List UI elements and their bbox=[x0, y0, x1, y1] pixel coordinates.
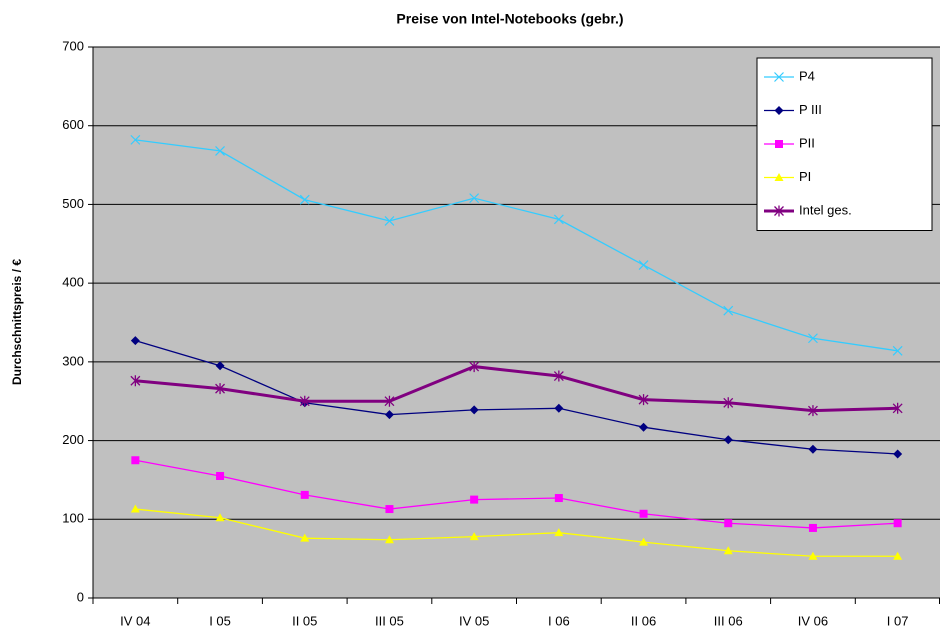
y-tick-label: 0 bbox=[77, 589, 84, 604]
x-tick-label: I 05 bbox=[209, 613, 231, 628]
legend-label: PI bbox=[799, 169, 811, 184]
legend-label: P III bbox=[799, 102, 822, 117]
x-tick-label: IV 05 bbox=[459, 613, 489, 628]
marker bbox=[553, 370, 564, 382]
marker bbox=[554, 494, 563, 503]
marker bbox=[774, 173, 784, 181]
marker bbox=[470, 495, 479, 504]
chart-title: Preise von Intel-Notebooks (gebr.) bbox=[396, 11, 623, 27]
marker bbox=[638, 394, 649, 406]
marker bbox=[892, 345, 903, 356]
y-tick-label: 700 bbox=[62, 38, 84, 53]
marker bbox=[215, 361, 225, 371]
marker bbox=[893, 551, 903, 560]
marker bbox=[639, 422, 649, 432]
marker bbox=[723, 546, 733, 555]
marker bbox=[384, 410, 394, 420]
marker bbox=[723, 397, 734, 409]
x-tick-label: I 06 bbox=[548, 613, 570, 628]
marker bbox=[893, 519, 902, 528]
marker bbox=[638, 260, 649, 270]
marker bbox=[215, 145, 225, 156]
legend-label: P4 bbox=[799, 68, 815, 83]
y-tick-label: 100 bbox=[62, 511, 84, 526]
marker bbox=[130, 336, 140, 346]
marker bbox=[774, 205, 784, 217]
marker bbox=[131, 456, 140, 465]
marker bbox=[385, 505, 394, 514]
marker bbox=[639, 509, 648, 518]
marker bbox=[639, 537, 649, 546]
series-line bbox=[135, 459, 898, 529]
marker bbox=[300, 490, 309, 499]
marker bbox=[384, 535, 394, 544]
marker bbox=[808, 333, 818, 344]
marker bbox=[775, 140, 783, 148]
y-tick-label: 600 bbox=[62, 117, 84, 132]
marker bbox=[893, 449, 903, 459]
marker bbox=[384, 216, 395, 226]
marker bbox=[808, 444, 818, 454]
marker bbox=[130, 134, 141, 145]
marker bbox=[774, 72, 784, 82]
series-line bbox=[135, 139, 898, 352]
series-line bbox=[135, 508, 898, 557]
x-tick-label: III 05 bbox=[375, 613, 404, 628]
x-tick-label: II 05 bbox=[292, 613, 317, 628]
marker bbox=[723, 435, 733, 445]
y-axis-label: Durchschnittspreis / € bbox=[10, 259, 24, 385]
legend-label: Intel ges. bbox=[799, 202, 852, 217]
y-tick-label: 200 bbox=[62, 432, 84, 447]
x-tick-label: IV 06 bbox=[798, 613, 828, 628]
marker bbox=[300, 533, 310, 542]
series-line bbox=[135, 339, 898, 455]
marker bbox=[807, 405, 818, 417]
marker bbox=[130, 375, 141, 387]
marker bbox=[774, 106, 784, 115]
marker bbox=[553, 214, 564, 225]
marker bbox=[469, 193, 480, 204]
x-tick-label: III 06 bbox=[714, 613, 743, 628]
marker bbox=[130, 504, 140, 513]
x-tick-label: II 06 bbox=[631, 613, 656, 628]
marker bbox=[808, 551, 818, 560]
marker bbox=[723, 305, 734, 316]
marker bbox=[384, 395, 395, 407]
marker bbox=[216, 471, 225, 480]
marker bbox=[299, 395, 310, 407]
y-tick-label: 500 bbox=[62, 196, 84, 211]
x-tick-label: I 07 bbox=[887, 613, 909, 628]
marker bbox=[554, 403, 564, 413]
y-tick-label: 400 bbox=[62, 275, 84, 290]
marker bbox=[215, 513, 225, 522]
x-tick-label: IV 04 bbox=[120, 613, 150, 628]
marker bbox=[724, 519, 733, 528]
legend-label: PII bbox=[799, 135, 815, 150]
marker bbox=[469, 361, 480, 373]
marker bbox=[554, 528, 564, 537]
series-line bbox=[135, 365, 898, 413]
marker bbox=[215, 383, 226, 395]
marker bbox=[469, 532, 479, 541]
marker bbox=[892, 402, 903, 414]
marker bbox=[299, 194, 310, 205]
marker bbox=[808, 523, 817, 532]
marker bbox=[469, 405, 479, 415]
y-tick-label: 300 bbox=[62, 353, 84, 368]
